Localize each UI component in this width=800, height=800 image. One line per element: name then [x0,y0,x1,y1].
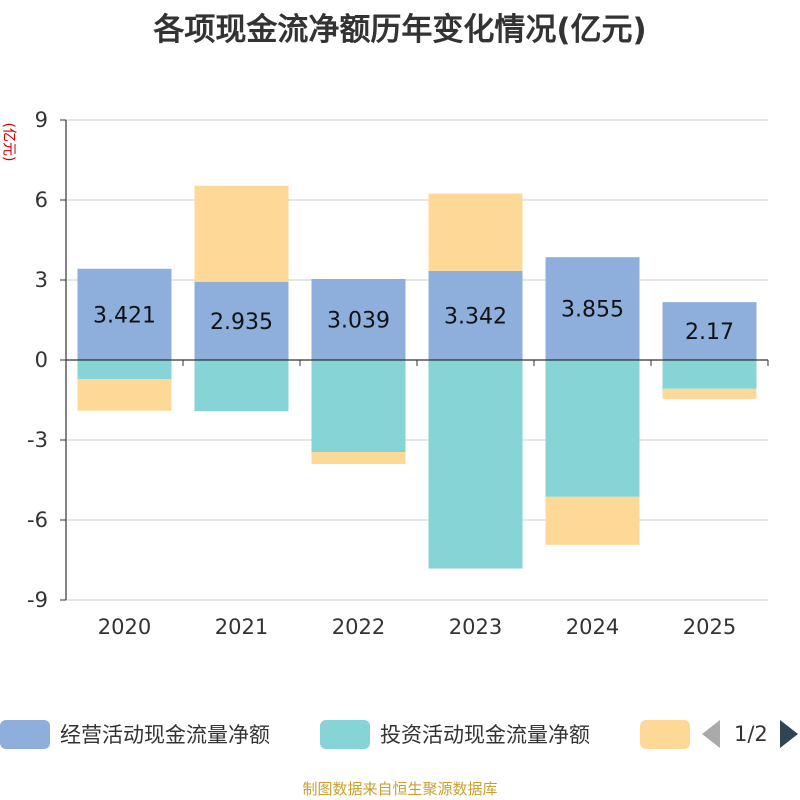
y-tick-label: -6 [27,508,48,532]
source-note: 制图数据来自恒生聚源数据库 [302,780,498,798]
bar-2025-series-1 [662,302,757,360]
x-tick-label-2022: 2022 [332,615,385,639]
bar-2024-series-1 [545,257,640,360]
grid-lines [66,119,768,601]
data-label-2024: 3.855 [561,298,624,323]
bar-2022-series-1 [311,278,406,360]
legend-item-3[interactable] [640,714,690,754]
data-label-2025: 2.17 [685,320,734,345]
bar-2020-series-3 [77,379,172,411]
legend-swatch [0,719,50,749]
y-tick-label: 9 [35,108,48,132]
bar-2025-series-2 [662,360,757,389]
x-tick-label-2025: 2025 [683,615,736,639]
legend-item-2[interactable]: 投资活动现金流量净额 [320,714,590,754]
y-tick-label: -9 [27,588,48,612]
bar-2024-series-3 [545,496,640,545]
bar-2024-series-2 [545,360,640,497]
legend-swatch [320,719,370,749]
chart-title: 各项现金流净额历年变化情况(亿元) [153,12,647,48]
x-tick-label-2020: 2020 [98,615,151,639]
legend-swatch [640,719,690,749]
bar-2023-series-2 [428,360,523,569]
data-label-2020: 3.421 [93,303,156,328]
bar-2022-series-2 [311,360,406,452]
bar-2020-series-2 [77,360,172,380]
data-label-2023: 3.342 [444,304,507,329]
bar-2021-series-3 [194,185,289,282]
bar-2021-series-1 [194,281,289,360]
y-tick-label: -3 [27,428,48,452]
axes: -9 -6 -3 0 3 6 9 2020 2021 2022 2023 2024 2025 [27,108,769,639]
bar-2025-series-3 [662,388,757,399]
legend-page-indicator: 1/2 [734,722,768,746]
y-tick-label: 3 [35,268,48,292]
legend-pager: 1/2 [702,714,798,754]
data-label-2022: 3.039 [327,308,390,333]
x-tick-label-2021: 2021 [215,615,268,639]
legend-label: 经营活动现金流量净额 [60,723,270,747]
legend-label: 投资活动现金流量净额 [380,723,590,747]
x-tick-label-2023: 2023 [449,615,502,639]
bar-2020-series-1 [77,268,172,360]
legend-item-1[interactable]: 经营活动现金流量净额 [0,714,270,754]
y-tick-label: 0 [35,348,48,372]
bar-2023-series-1 [428,270,523,360]
data-label-2021: 2.935 [210,310,273,335]
bar-2021-series-2 [194,360,289,412]
chart-plot: -9 -6 -3 0 3 6 9 2020 2021 2022 2023 2024 2025 3.421… [27,108,769,639]
y-tick-label: 6 [35,188,48,212]
bar-2022-series-3 [311,452,406,464]
legend: 经营活动现金流量净额 投资活动现金流量净额 1/2 [0,714,800,754]
x-tick-label-2024: 2024 [566,615,619,639]
data-labels: 3.421 2.935 3.039 3.342 3.855 2.17 [93,298,734,345]
legend-next-arrow-icon[interactable] [779,720,798,748]
bar-2023-series-3 [428,193,523,271]
bars [77,185,757,569]
legend-prev-arrow-icon[interactable] [702,720,720,748]
